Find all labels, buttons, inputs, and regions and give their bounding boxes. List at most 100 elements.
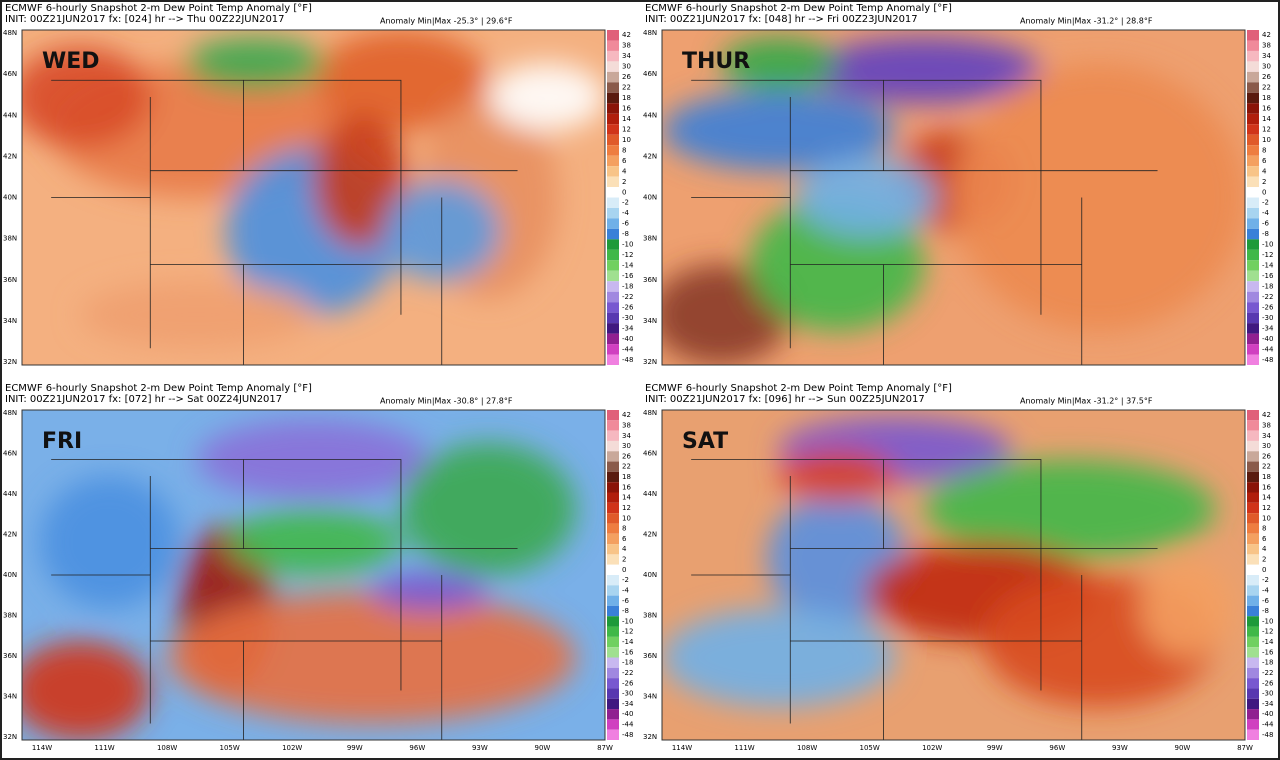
lon-label: 96W (409, 744, 425, 752)
colorbar-label: 8 (622, 146, 626, 154)
state-border (883, 79, 1042, 315)
anomaly-blob (185, 36, 326, 91)
map-field (662, 30, 1245, 365)
colorbar-label: 18 (622, 94, 631, 102)
colorbar-label: -22 (1262, 669, 1273, 677)
colorbar-label: 12 (622, 504, 631, 512)
colorbar-cell (607, 197, 619, 208)
map-frame (21, 409, 606, 741)
anomaly-blob (22, 641, 151, 740)
colorbar-label: -22 (622, 669, 633, 677)
lat-label: 32N (643, 358, 657, 366)
colorbar-cell (1247, 595, 1259, 606)
colorbar-label: 42 (1262, 411, 1271, 419)
colorbar-cell (1247, 636, 1259, 648)
lon-label: 87W (597, 744, 613, 752)
colorbar-cell (1247, 323, 1259, 334)
colorbar-label: -44 (1262, 345, 1274, 353)
colorbar-cell (1247, 430, 1259, 441)
colorbar-label: -18 (622, 282, 633, 290)
colorbar-cell (607, 544, 619, 555)
day-label: WED (42, 49, 100, 74)
colorbar-label: -16 (622, 272, 634, 280)
colorbar-cell (607, 626, 619, 637)
colorbar-cell (607, 595, 619, 606)
colorbar-label: 2 (1262, 178, 1266, 186)
lon-label: 114W (672, 744, 692, 752)
lon-label: 108W (157, 744, 177, 752)
colorbar-cell (607, 228, 619, 240)
colorbar-cell (607, 176, 619, 188)
colorbar-cell (1247, 354, 1259, 365)
lat-label: 42N (3, 152, 17, 160)
colorbar-cell (607, 92, 619, 104)
colorbar-label: 38 (1262, 42, 1271, 50)
colorbar-label: -12 (1262, 628, 1273, 636)
colorbar-label: -30 (622, 314, 633, 322)
colorbar-label: -22 (1262, 293, 1273, 301)
colorbar-label: 10 (1262, 136, 1271, 144)
colorbar-label: -48 (622, 356, 633, 364)
colorbar-cell (607, 50, 619, 62)
lat-label: 36N (3, 276, 17, 284)
colorbar-label: 34 (622, 52, 631, 60)
colorbar-label: 26 (1262, 452, 1271, 460)
colorbar-label: 4 (1262, 545, 1267, 553)
lat-label: 40N (643, 194, 657, 202)
lon-label: 108W (797, 744, 817, 752)
lat-label: 46N (643, 70, 657, 78)
colorbar-label: -48 (1262, 356, 1273, 364)
lat-label: 38N (3, 612, 17, 620)
lon-label: 90W (535, 744, 551, 752)
lon-label: 105W (860, 744, 880, 752)
lat-label: 44N (3, 111, 17, 119)
colorbar-label: 42 (622, 31, 631, 39)
colorbar-cell (1247, 709, 1259, 720)
state-border (243, 459, 402, 691)
colorbar-cell (1247, 688, 1259, 699)
colorbar-label: 2 (622, 556, 626, 564)
colorbar-cell (1247, 616, 1259, 627)
panel-init: INIT: 00Z21JUN2017 fx: [024] hr --> Thu … (5, 14, 285, 25)
colorbar-label: 34 (1262, 432, 1271, 440)
colorbar-label: -30 (1262, 314, 1273, 322)
colorbar-label: 8 (1262, 146, 1266, 154)
colorbar-label: 2 (1262, 556, 1266, 564)
colorbar-cell (1247, 647, 1259, 658)
lat-label: 46N (643, 450, 657, 458)
anomaly-blob (400, 443, 576, 575)
anomaly-blob (924, 459, 1216, 559)
colorbar-cell (1247, 71, 1259, 83)
anomaly-blob (39, 476, 180, 608)
anomaly-blob (720, 36, 837, 91)
colorbar-label: -14 (1262, 262, 1274, 270)
colorbar-label: 38 (622, 421, 631, 429)
lon-label: 114W (32, 744, 52, 752)
colorbar-label: -4 (622, 586, 630, 594)
colorbar-label: 30 (622, 63, 631, 71)
colorbar-cell (1247, 92, 1259, 104)
colorbar-cell (607, 82, 619, 93)
colorbar-cell (607, 430, 619, 441)
colorbar-cell (1247, 197, 1259, 208)
colorbar-cell (607, 270, 619, 282)
colorbar-cell (607, 239, 619, 250)
colorbar-cell (607, 40, 619, 51)
anomaly-blob (80, 281, 314, 349)
lat-label: 38N (643, 235, 657, 243)
lat-label: 42N (643, 531, 657, 539)
map-panel: ECMWF 6-hourly Snapshot 2-m Dew Point Te… (3, 3, 634, 366)
colorbar-cell (1247, 270, 1259, 282)
colorbar-cell (607, 657, 619, 668)
lat-label: 40N (643, 571, 657, 579)
colorbar-cell (607, 30, 619, 41)
colorbar-label: -2 (622, 576, 629, 584)
colorbar-label: -44 (1262, 721, 1274, 729)
lon-label: 87W (1237, 744, 1253, 752)
colorbar-cell (1247, 155, 1259, 167)
colorbar-cell (607, 249, 619, 261)
day-label: FRI (42, 429, 82, 454)
colorbar-label: -40 (1262, 335, 1273, 343)
colorbar-label: -16 (1262, 648, 1274, 656)
